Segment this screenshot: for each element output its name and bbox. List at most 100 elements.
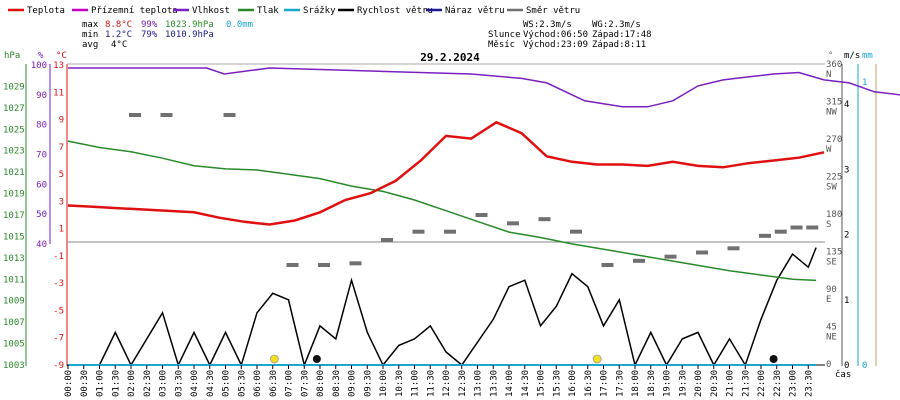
x-tick-label: 16:00 bbox=[568, 370, 578, 397]
tick-wind: 4 bbox=[844, 100, 849, 110]
tick-wind: 3 bbox=[844, 165, 849, 175]
x-tick-label: 22:00 bbox=[757, 370, 767, 397]
tick-direction-label: E bbox=[826, 295, 831, 305]
direction-point bbox=[412, 229, 425, 234]
x-tick-label: 21:00 bbox=[726, 370, 736, 397]
x-tick-label: 16:30 bbox=[584, 370, 594, 397]
tick-direction: 90 bbox=[826, 285, 837, 295]
info-ws: WS:2.3m/s bbox=[523, 20, 572, 30]
x-tick-label: 17:30 bbox=[615, 370, 625, 397]
direction-point bbox=[223, 113, 236, 117]
info-moonrise: Východ:23:09 bbox=[523, 40, 588, 50]
x-tick-label: 01:00 bbox=[96, 370, 106, 397]
tick-direction: 0 bbox=[826, 360, 831, 370]
info-sunset: Západ:17:48 bbox=[592, 30, 652, 40]
x-tick-label: 00:00 bbox=[64, 370, 74, 397]
tick-direction-label: W bbox=[826, 145, 832, 155]
x-tick-label: 22:30 bbox=[773, 370, 783, 397]
tick-temperature: 5 bbox=[59, 170, 64, 180]
x-tick-label: 19:00 bbox=[663, 370, 673, 397]
x-tick-label: 20:30 bbox=[710, 370, 720, 397]
x-tick-label: 04:00 bbox=[190, 370, 200, 397]
tick-pressure: 1019 bbox=[3, 190, 25, 200]
stat-max-rain: 0.0mm bbox=[226, 20, 253, 30]
tick-direction-label: NE bbox=[826, 333, 837, 343]
x-axis-label: čas bbox=[835, 369, 851, 380]
tick-pressure: 1009 bbox=[3, 297, 25, 307]
x-tick-label: 08:30 bbox=[332, 370, 342, 397]
direction-point bbox=[806, 225, 819, 230]
x-tick-label: 10:00 bbox=[379, 370, 389, 397]
tick-temperature: -1 bbox=[53, 252, 64, 262]
info-sunrise: Východ:06:50 bbox=[523, 30, 588, 40]
stat-max-label: max bbox=[82, 20, 99, 30]
legend-smer-vetru: Směr větru bbox=[526, 6, 580, 16]
tick-direction-label: SE bbox=[826, 258, 837, 268]
tick-temperature: 1 bbox=[59, 225, 64, 235]
x-tick-label: 06:00 bbox=[253, 370, 263, 397]
tick-direction: 180 bbox=[826, 210, 842, 220]
direction-point bbox=[381, 238, 393, 242]
tick-temperature: 11 bbox=[53, 88, 64, 98]
x-tick-label: 21:30 bbox=[741, 370, 751, 397]
direction-point bbox=[129, 113, 141, 117]
series-teplota bbox=[67, 120, 825, 226]
direction-point bbox=[570, 229, 582, 234]
stat-avg-label: avg bbox=[82, 40, 98, 50]
info-block: WS:2.3m/s WG:2.3m/s Slunce Východ:06:50 … bbox=[488, 20, 652, 50]
legend-prizemni-teplota: Přízemní teplota bbox=[91, 6, 178, 16]
x-tick-label: 06:30 bbox=[269, 370, 279, 397]
tick-pressure: 1029 bbox=[3, 82, 25, 92]
legend-tlak: Tlak bbox=[257, 6, 279, 16]
sunrise-sunset-marker bbox=[592, 354, 602, 364]
stat-min-label: min bbox=[82, 30, 98, 40]
tick-pressure: 1011 bbox=[3, 275, 25, 285]
x-tick-label: 04:30 bbox=[206, 370, 216, 397]
tick-wind: 0 bbox=[844, 361, 849, 371]
direction-point bbox=[538, 217, 551, 222]
unit-deg2: ° bbox=[828, 51, 833, 61]
tick-wind: 1 bbox=[844, 296, 849, 306]
info-moon-label: Měsíc bbox=[488, 40, 515, 50]
direction-point bbox=[727, 246, 740, 251]
tick-temperature: 9 bbox=[59, 116, 64, 126]
x-tick-label: 01:30 bbox=[111, 370, 121, 397]
tick-pressure: 1017 bbox=[3, 211, 25, 221]
x-tick-label: 23:30 bbox=[804, 370, 814, 397]
direction-point bbox=[664, 254, 677, 259]
tick-rain: 0 bbox=[862, 361, 867, 371]
x-tick-label: 05:00 bbox=[222, 370, 232, 397]
x-tick-label: 18:30 bbox=[647, 370, 657, 397]
legend-srazky: Srážky bbox=[303, 6, 336, 16]
x-tick-label: 12:30 bbox=[458, 370, 468, 397]
tick-wind: 2 bbox=[844, 231, 849, 241]
x-tick-label: 07:00 bbox=[285, 370, 295, 397]
plot-frame bbox=[25, 63, 877, 366]
x-tick-label: 15:00 bbox=[537, 370, 547, 397]
tick-humidity: 90 bbox=[36, 91, 47, 101]
markers-layer bbox=[269, 354, 778, 364]
x-tick-label: 08:00 bbox=[316, 370, 326, 397]
x-tick-label: 09:30 bbox=[363, 370, 373, 397]
tick-humidity: 70 bbox=[36, 151, 47, 161]
axes-layer: 1029102710251023102110191017101510131011… bbox=[3, 60, 867, 371]
tick-pressure: 1025 bbox=[3, 125, 25, 135]
tick-pressure: 1027 bbox=[3, 104, 25, 114]
tick-humidity: 50 bbox=[36, 210, 47, 220]
info-moonset: Západ:8:11 bbox=[592, 40, 646, 50]
x-tick-label: 02:00 bbox=[127, 370, 137, 397]
tick-temperature: 13 bbox=[53, 61, 64, 71]
stats-block: max 8.8°C 99% 1023.9hPa 0.0mm min 1.2°C … bbox=[82, 20, 253, 50]
stat-min-press: 1010.9hPa bbox=[165, 30, 214, 40]
series-tlak bbox=[67, 140, 817, 282]
x-tick-label: 20:00 bbox=[694, 370, 704, 397]
series-rychlost-vetru bbox=[68, 247, 817, 368]
tick-humidity: 100 bbox=[31, 61, 47, 71]
tick-temperature: -7 bbox=[53, 334, 64, 344]
tick-direction: 45 bbox=[826, 323, 837, 333]
x-axis: 00:00 00:30 01:00 01:30 02:00 02:30 03:00 03:30… bbox=[64, 365, 814, 397]
info-sun-label: Slunce bbox=[488, 30, 521, 40]
x-tick-label: 19:30 bbox=[678, 370, 688, 397]
stat-max-temp: 8.8°C bbox=[105, 20, 132, 30]
x-tick-label: 11:30 bbox=[426, 370, 436, 397]
